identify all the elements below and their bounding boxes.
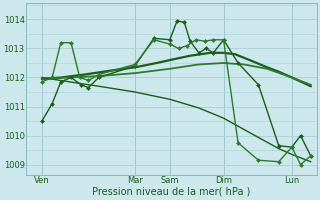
X-axis label: Pression niveau de la mer( hPa ): Pression niveau de la mer( hPa ) bbox=[92, 187, 251, 197]
